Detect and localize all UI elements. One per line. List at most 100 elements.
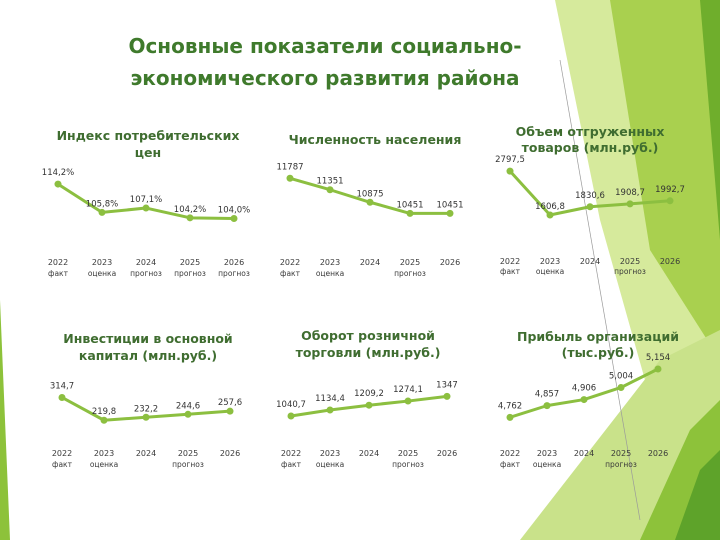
data-label: 1830,6 — [575, 191, 605, 201]
x-tick-label: 2025 — [400, 258, 420, 267]
x-tick-label: 2024 — [574, 449, 594, 458]
x-tick-label: 2026 — [660, 257, 680, 266]
data-label: 1606,8 — [535, 202, 565, 212]
data-point — [580, 396, 588, 404]
x-tick-label: 2026 — [224, 258, 244, 267]
x-tick-label: 2023 — [320, 258, 340, 267]
data-point — [404, 397, 412, 405]
chart-title-line: Объем отгруженных — [516, 124, 665, 139]
data-label: 107,1% — [130, 195, 162, 205]
data-label: 1274,1 — [393, 385, 423, 395]
data-point — [184, 410, 192, 418]
data-point — [506, 413, 514, 421]
data-label: 4,857 — [535, 390, 559, 400]
chart-title-line: капитал (млн.руб.) — [79, 348, 217, 363]
x-tick-sublabel: прогноз — [172, 460, 204, 469]
data-label: 1992,7 — [655, 185, 685, 195]
data-point — [326, 406, 334, 414]
x-tick-label: 2026 — [440, 258, 460, 267]
x-tick-label: 2022 — [52, 449, 72, 458]
chart-title-line: Инвестиции в основной — [63, 331, 232, 346]
x-tick-label: 2025 — [180, 258, 200, 267]
data-label: 5,154 — [646, 353, 670, 363]
x-tick-sublabel: прогноз — [130, 269, 162, 278]
chart-title-line: торговли (млн.руб.) — [296, 345, 441, 360]
chart-title-line: (тыс.руб.) — [562, 345, 635, 360]
data-point — [326, 186, 334, 194]
x-tick-sublabel: факт — [500, 460, 521, 469]
data-label: 1040,7 — [276, 400, 306, 410]
data-label: 1209,2 — [354, 389, 384, 399]
chart-title-line: Численность населения — [289, 132, 462, 147]
data-point — [506, 167, 514, 175]
data-point — [98, 208, 106, 216]
x-tick-sublabel: прогноз — [174, 269, 206, 278]
x-tick-label: 2024 — [360, 258, 380, 267]
data-label: 314,7 — [50, 381, 74, 391]
data-label: 1908,7 — [615, 188, 645, 198]
x-tick-sublabel: оценка — [316, 460, 344, 469]
x-tick-label: 2025 — [611, 449, 631, 458]
data-label: 257,6 — [218, 398, 242, 408]
x-tick-label: 2022 — [280, 258, 300, 267]
x-tick-sublabel: оценка — [536, 267, 564, 276]
data-point — [406, 209, 414, 217]
data-label: 232,2 — [134, 404, 158, 414]
x-tick-label: 2023 — [94, 449, 114, 458]
data-point — [366, 198, 374, 206]
x-tick-sublabel: оценка — [88, 269, 116, 278]
data-point — [100, 416, 108, 424]
data-label: 5,004 — [609, 371, 633, 381]
data-label: 10451 — [396, 200, 423, 210]
x-tick-label: 2022 — [48, 258, 68, 267]
page-title-line-1: Основные показатели социально- — [128, 34, 522, 58]
data-point — [286, 174, 294, 182]
x-tick-label: 2022 — [500, 449, 520, 458]
data-label: 10451 — [436, 200, 463, 210]
x-tick-sublabel: оценка — [533, 460, 561, 469]
chart-company-profit: Прибыль организаций(тыс.руб.) 4,762 2022 фа… — [498, 329, 679, 469]
data-point — [443, 392, 451, 400]
x-tick-label: 2024 — [136, 258, 156, 267]
page-title-line-2: экономического развития района — [130, 66, 520, 90]
data-label: 219,8 — [92, 407, 116, 417]
data-label: 4,906 — [572, 384, 596, 394]
chart-fixed-capital-investment: Инвестиции в основной капитал (млн.руб.) 3… — [50, 331, 242, 469]
bg-diagonal-line — [559, 59, 641, 521]
x-tick-label: 2022 — [281, 449, 301, 458]
x-tick-sublabel: факт — [52, 460, 73, 469]
chart-consumer-price-index: Индекс потребительских цен 114,2% 2022 факт 1… — [42, 128, 250, 278]
x-tick-label: 2022 — [500, 257, 520, 266]
data-label: 244,6 — [176, 401, 200, 411]
data-label: 104,0% — [218, 206, 250, 216]
x-tick-label: 2025 — [620, 257, 640, 266]
chart-title-line: товаров (млн.руб.) — [522, 140, 659, 155]
data-point — [626, 200, 634, 208]
x-tick-label: 2026 — [648, 449, 668, 458]
data-label: 11351 — [316, 177, 343, 187]
data-label: 114,2% — [42, 168, 74, 178]
data-label: 11787 — [276, 162, 303, 172]
data-point — [186, 214, 194, 222]
bg-shape-left-edge — [0, 300, 10, 540]
x-tick-label: 2024 — [580, 257, 600, 266]
bg-shape-bottom-dark — [675, 450, 720, 540]
data-label: 2797,5 — [495, 155, 525, 165]
x-tick-label: 2024 — [359, 449, 379, 458]
x-tick-sublabel: факт — [500, 267, 521, 276]
page-title: Основные показатели социально- экономиче… — [95, 30, 555, 94]
x-tick-sublabel: факт — [48, 269, 69, 278]
x-tick-sublabel: оценка — [90, 460, 118, 469]
data-point — [54, 180, 62, 188]
x-tick-label: 2023 — [540, 257, 560, 266]
x-tick-sublabel: прогноз — [394, 269, 426, 278]
data-label: 105,8% — [86, 199, 118, 209]
data-point — [543, 402, 551, 410]
data-point — [586, 203, 594, 211]
chart-title-line: Оборот розничной — [301, 328, 435, 343]
data-point — [142, 413, 150, 421]
data-point — [226, 407, 234, 415]
x-tick-sublabel: прогноз — [218, 269, 250, 278]
